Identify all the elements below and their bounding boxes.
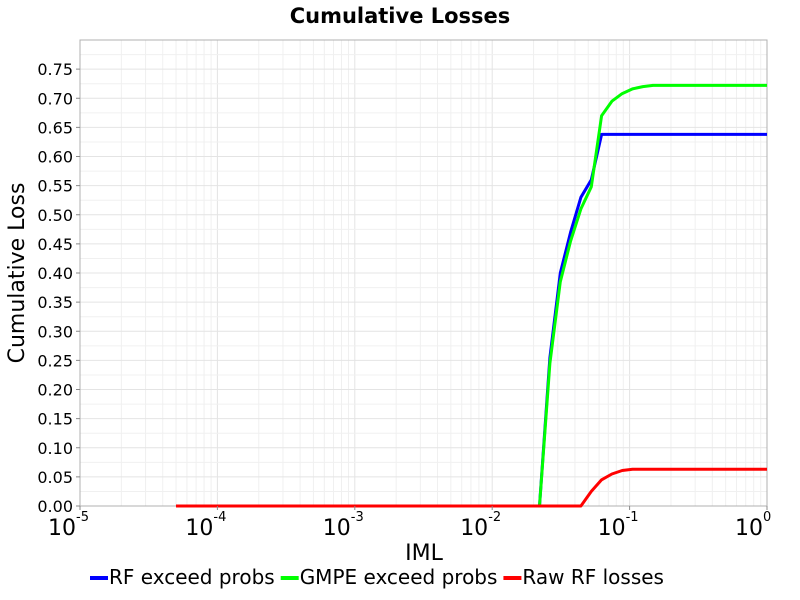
y-tick-label: 0.65	[37, 118, 73, 137]
x-tick-label: 10	[460, 516, 488, 541]
x-tick-exponent: -3	[351, 510, 364, 525]
x-axis-label: IML	[405, 541, 443, 566]
chart-title: Cumulative Losses	[290, 4, 511, 28]
y-tick-label: 0.50	[37, 206, 73, 225]
y-axis-label: Cumulative Loss	[5, 183, 30, 364]
x-tick-exponent: -5	[76, 510, 89, 525]
grid	[79, 40, 768, 507]
y-tick-label: 0.55	[37, 177, 73, 196]
series-line-2	[176, 467, 767, 508]
y-tick-label: 0.70	[37, 89, 73, 108]
y-tick-label: 0.35	[37, 293, 73, 312]
y-tick-label: 0.10	[37, 439, 73, 458]
legend-label: RF exceed probs	[109, 565, 275, 589]
y-tick-label: 0.15	[37, 410, 73, 429]
y-tick-label: 0.25	[37, 351, 73, 370]
legend-label: Raw RF losses	[522, 565, 664, 589]
y-tick-label: 0.40	[37, 264, 73, 283]
legend: RF exceed probs GMPE exceed probs Raw RF l…	[90, 565, 664, 589]
x-tick-exponent: 0	[763, 510, 771, 525]
x-tick-label: 10	[323, 516, 351, 541]
x-tick-exponent: -1	[626, 510, 639, 525]
y-tick-label: 0.45	[37, 235, 73, 254]
y-tick-label: 0.20	[37, 381, 73, 400]
y-tick-label: 0.30	[37, 322, 73, 341]
series-group	[176, 83, 767, 508]
x-tick-label: 10	[598, 516, 626, 541]
x-tick-label: 10	[48, 516, 76, 541]
x-tick-exponent: -4	[213, 510, 226, 525]
y-tick-label: 0.05	[37, 468, 73, 487]
y-tick-label: 0.75	[37, 60, 73, 79]
x-tick-exponent: -2	[488, 510, 501, 525]
y-tick-label: 0.00	[37, 497, 73, 516]
y-axis-ticks: 0.00 0.05 0.10 0.15 0.20 0.25 0.30 0.35 0.40 0.45…	[37, 60, 80, 516]
y-tick-label: 0.60	[37, 148, 73, 167]
series-line-0	[538, 132, 767, 507]
x-tick-label: 10	[735, 516, 763, 541]
series-line-1	[538, 83, 767, 507]
legend-label: GMPE exceed probs	[300, 565, 498, 589]
x-axis-ticks: 10 -5 10 -4 10 -3 10 -2 10 -1 10 0	[48, 506, 771, 541]
x-tick-label: 10	[185, 516, 213, 541]
